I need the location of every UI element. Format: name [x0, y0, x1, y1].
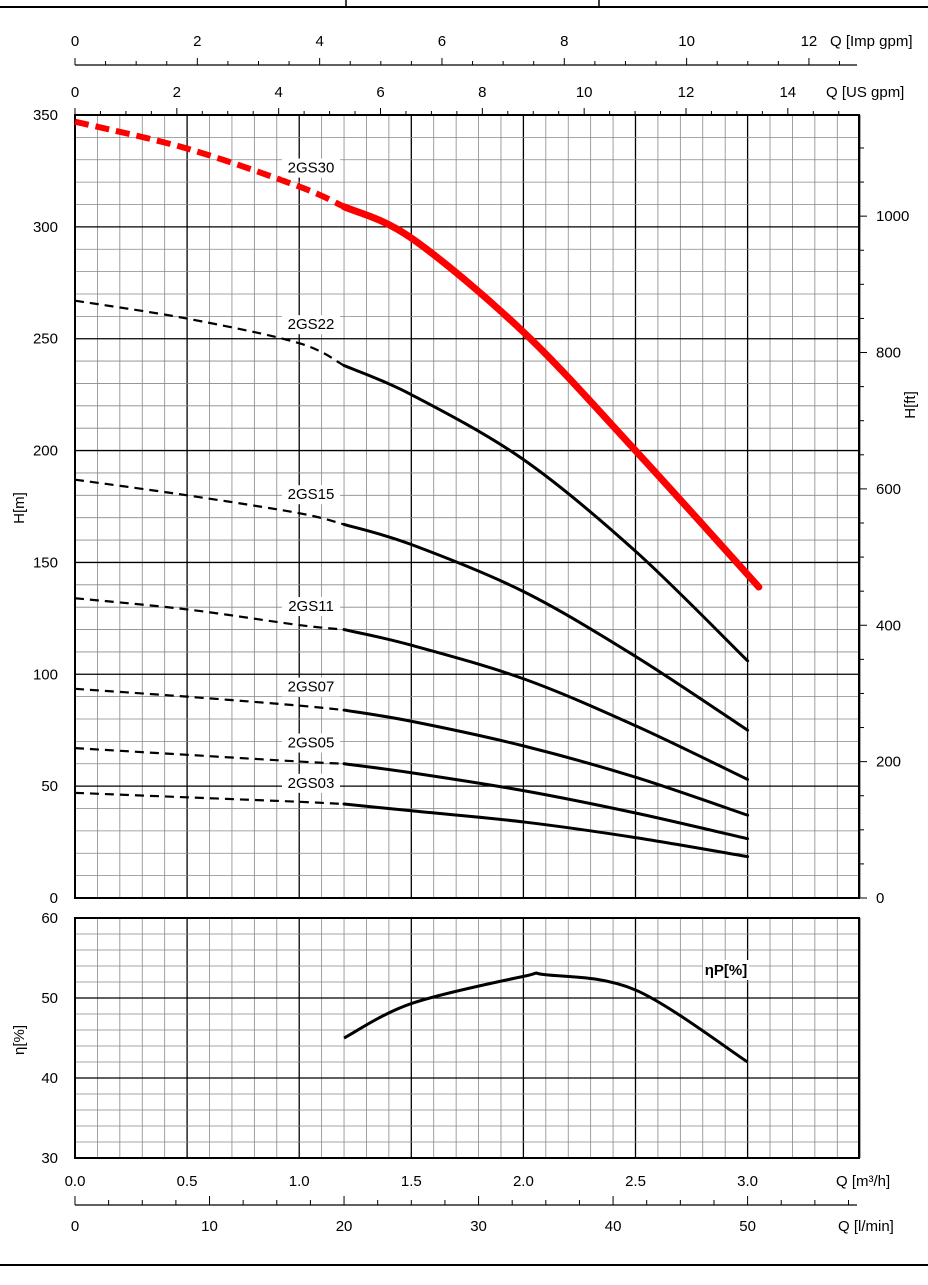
- q-us-gpm-tick-label: 0: [71, 84, 79, 101]
- q-m3h-tick-label: 3.0: [737, 1173, 758, 1190]
- curve-label-2gs05: 2GS05: [288, 735, 335, 752]
- curve-label-bg: [282, 315, 340, 335]
- q-us-gpm-tick-label: 6: [376, 84, 384, 101]
- curve-label-bg: [282, 773, 340, 793]
- h-ft-tick-label: 400: [876, 617, 901, 634]
- curve-2gs15-dashed: [74, 478, 345, 526]
- eta-tick-label: 30: [41, 1150, 58, 1167]
- q-m3h-tick-label: 2.5: [625, 1173, 646, 1190]
- eta-tick-label: 60: [41, 910, 58, 927]
- q-m3h-tick-label: 2.0: [513, 1173, 534, 1190]
- q-m3h-tick-label: 0.5: [177, 1173, 198, 1190]
- h-m-tick-label: 300: [33, 219, 58, 236]
- curve-2gs03: [342, 802, 750, 859]
- q-imp-gpm-tick-label: 12: [801, 33, 818, 50]
- q-imp-gpm-tick-label: 10: [678, 33, 695, 50]
- curve-2gs07-dashed: [74, 687, 345, 712]
- q-lmin-tick-label: 40: [605, 1218, 622, 1235]
- eta-axis-label: η[%]: [11, 1025, 28, 1055]
- efficiency-plot-frame: [74, 917, 860, 1159]
- q-us-gpm-axis-label: Q [US gpm]: [826, 84, 904, 101]
- curve-label-2gs15: 2GS15: [288, 486, 335, 503]
- h-m-tick-label: 250: [33, 331, 58, 348]
- q-us-gpm-tick-label: 4: [274, 84, 282, 101]
- curve-label-2gs22: 2GS22: [288, 316, 335, 333]
- curve-2gs30-dashed: [74, 118, 346, 210]
- h-m-axis-label: H[m]: [11, 492, 28, 524]
- q-lmin-tick-label: 0: [71, 1218, 79, 1235]
- h-ft-tick-label: 600: [876, 481, 901, 498]
- q-imp-gpm-tick-label: 4: [315, 33, 323, 50]
- curve-label-bg: [703, 960, 749, 980]
- curve-2gs05: [342, 762, 750, 841]
- curve-2gs30: [340, 203, 763, 591]
- q-us-gpm-tick-label: 14: [779, 84, 796, 101]
- q-us-gpm-tick-label: 10: [576, 84, 593, 101]
- q-imp-gpm-tick-label: 0: [71, 33, 79, 50]
- q-imp-gpm-tick-label: 2: [193, 33, 201, 50]
- q-lmin-tick-label: 30: [470, 1218, 487, 1235]
- q-imp-gpm-tick-label: 6: [438, 33, 446, 50]
- q-m3h-axis-label: Q [m³/h]: [836, 1173, 890, 1190]
- q-imp-gpm-axis-label: Q [Imp gpm]: [830, 33, 913, 50]
- q-lmin-tick-label: 50: [739, 1218, 756, 1235]
- curve-label-bg: [282, 597, 340, 617]
- efficiency-curve: [343, 971, 749, 1064]
- q-us-gpm-tick-label: 8: [478, 84, 486, 101]
- h-m-tick-label: 350: [33, 107, 58, 124]
- eta-tick-label: 50: [41, 990, 58, 1007]
- h-ft-axis-label: H[ft]: [902, 391, 919, 419]
- h-ft-tick-label: 0: [876, 890, 884, 907]
- h-ft-tick-label: 200: [876, 754, 901, 771]
- q-imp-gpm-tick-label: 8: [560, 33, 568, 50]
- efficiency-curve-label: ηP[%]: [705, 962, 748, 979]
- curve-2gs11: [342, 628, 750, 781]
- curve-2gs22: [342, 364, 750, 663]
- curve-label-bg: [282, 158, 340, 178]
- header-frame: [0, 0, 928, 8]
- curve-label-bg: [282, 677, 340, 697]
- curve-label-2gs07: 2GS07: [288, 679, 335, 696]
- curve-2gs05-dashed: [74, 747, 345, 765]
- q-lmin-tick-label: 10: [201, 1218, 218, 1235]
- head-plot-frame: [74, 114, 860, 899]
- curve-2gs11-dashed: [74, 597, 345, 631]
- curve-label-bg: [282, 733, 340, 753]
- h-ft-tick-label: 1000: [876, 208, 909, 225]
- curve-2gs07: [342, 708, 750, 817]
- q-m3h-tick-label: 1.5: [401, 1173, 422, 1190]
- curve-2gs15: [342, 522, 750, 732]
- q-us-gpm-tick-label: 12: [678, 84, 695, 101]
- h-m-tick-label: 150: [33, 554, 58, 571]
- curve-label-bg: [282, 485, 340, 505]
- q-us-gpm-tick-label: 2: [173, 84, 181, 101]
- h-m-tick-label: 50: [41, 778, 58, 795]
- q-lmin-axis-label: Q [l/min]: [838, 1218, 894, 1235]
- curve-2gs22-dashed: [74, 299, 345, 367]
- q-m3h-tick-label: 0.0: [65, 1173, 86, 1190]
- q-m3h-tick-label: 1.0: [289, 1173, 310, 1190]
- curve-2gs03-dashed: [74, 791, 345, 806]
- h-ft-tick-label: 800: [876, 345, 901, 362]
- h-m-tick-label: 100: [33, 666, 58, 683]
- q-lmin-tick-label: 20: [336, 1218, 353, 1235]
- curve-label-2gs11: 2GS11: [288, 598, 334, 615]
- curve-label-2gs03: 2GS03: [288, 775, 335, 792]
- h-m-tick-label: 0: [50, 890, 58, 907]
- curve-label-2gs30: 2GS30: [288, 160, 335, 177]
- eta-tick-label: 40: [41, 1070, 58, 1087]
- h-m-tick-label: 200: [33, 443, 58, 460]
